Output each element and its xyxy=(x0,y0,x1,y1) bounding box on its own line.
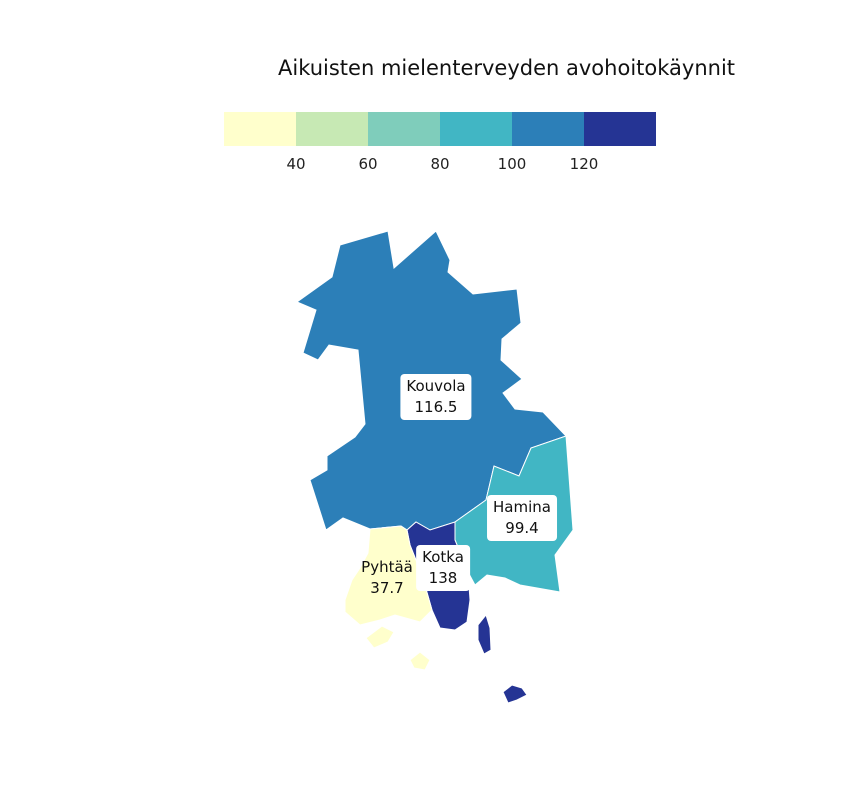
legend-tick: 120 xyxy=(569,155,599,173)
region-name: Kouvola xyxy=(406,377,466,395)
legend-tick: 40 xyxy=(286,155,306,173)
legend-tick: 60 xyxy=(358,155,378,173)
region-value: 138 xyxy=(428,569,458,587)
region-value: 37.7 xyxy=(370,579,404,597)
region-name: Kotka xyxy=(422,548,464,566)
legend-ticks: 40 60 80 100 120 xyxy=(0,155,864,175)
region-label-kouvola: Kouvola 116.5 xyxy=(400,374,472,420)
region-label-hamina: Hamina 99.4 xyxy=(487,495,557,541)
region-pyhtaa[interactable] xyxy=(365,625,395,649)
legend-swatch xyxy=(440,112,512,146)
legend-swatch xyxy=(584,112,656,146)
color-legend xyxy=(224,112,656,146)
region-label-pyhtaa: Pyhtää 37.7 xyxy=(355,555,419,601)
region-label-kotka: Kotka 138 xyxy=(416,545,470,591)
legend-swatch xyxy=(296,112,368,146)
region-value: 99.4 xyxy=(505,519,539,537)
region-kotka[interactable] xyxy=(477,613,492,655)
legend-tick: 100 xyxy=(497,155,527,173)
map-title: Aikuisten mielenterveyden avohoitokäynni… xyxy=(278,56,736,80)
region-value: 116.5 xyxy=(414,398,458,416)
region-pyhtaa[interactable] xyxy=(409,651,431,671)
region-name: Hamina xyxy=(493,498,551,516)
legend-swatch xyxy=(224,112,296,146)
legend-tick: 80 xyxy=(430,155,450,173)
region-pyhtaa[interactable] xyxy=(344,525,433,626)
legend-swatch xyxy=(512,112,584,146)
region-kotka[interactable] xyxy=(502,684,528,704)
region-name: Pyhtää xyxy=(361,558,413,576)
legend-swatch xyxy=(368,112,440,146)
